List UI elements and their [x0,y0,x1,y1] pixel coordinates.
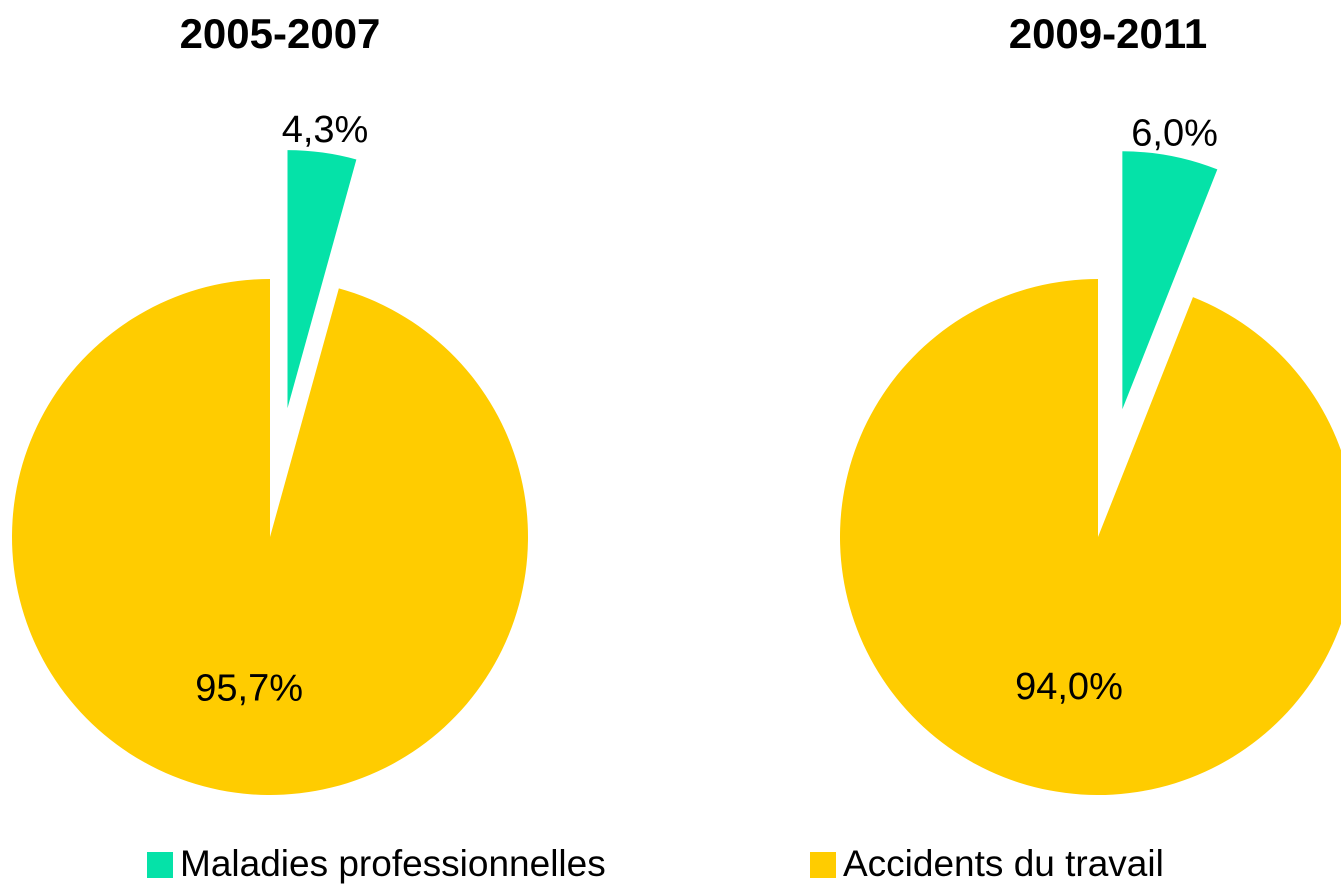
pie-slice [287,150,357,409]
data-label: 94,0% [1015,666,1123,708]
pie-slice [1122,151,1218,410]
legend-swatch [810,852,836,878]
pie-slice [840,279,1341,795]
pie-slice [12,279,529,795]
legend-label: Maladies professionnelles [180,843,606,884]
data-label: 6,0% [1131,113,1218,155]
data-label: 4,3% [282,109,369,151]
chart-title: 2009-2011 [1009,10,1208,57]
legend-label: Accidents du travail [843,843,1164,884]
chart-title: 2005-2007 [180,10,381,57]
legend-swatch [147,852,173,878]
data-label: 95,7% [195,667,303,709]
